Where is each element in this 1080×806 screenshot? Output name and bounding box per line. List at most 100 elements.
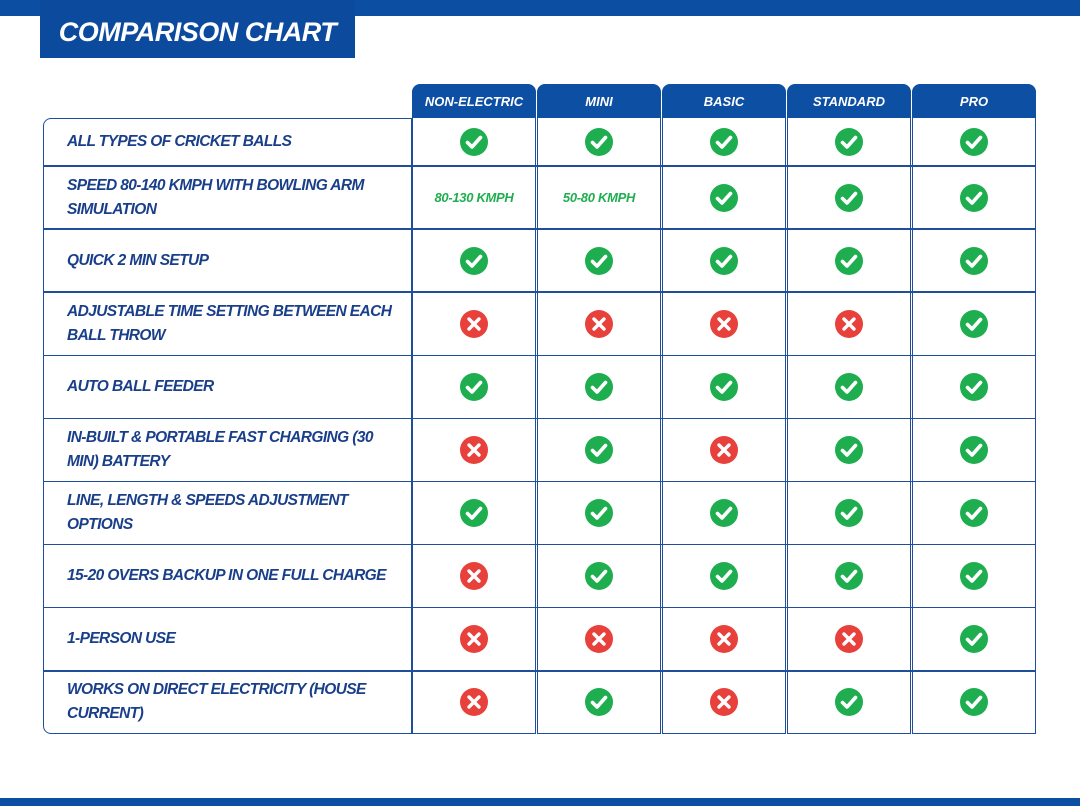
status-cell bbox=[787, 608, 911, 671]
row-divider bbox=[43, 480, 1036, 483]
feature-label: 1-PERSON USE bbox=[67, 630, 176, 648]
value-cell: 50-80 KMPH bbox=[562, 190, 636, 206]
check-icon bbox=[960, 688, 988, 717]
row-divider bbox=[43, 543, 1036, 546]
row-divider bbox=[43, 606, 1036, 609]
status-cell bbox=[537, 545, 661, 608]
row-divider bbox=[43, 228, 1036, 230]
check-icon bbox=[585, 499, 613, 528]
check-icon bbox=[585, 246, 613, 275]
check-icon bbox=[835, 499, 863, 528]
feature-label: ALL TYPES OF CRICKET BALLS bbox=[67, 133, 292, 150]
cross-icon bbox=[710, 688, 738, 717]
column-header: MINI bbox=[537, 84, 661, 118]
status-cell bbox=[662, 418, 786, 481]
cross-icon bbox=[460, 309, 488, 338]
feature-label: IN-BUILT & PORTABLE FAST CHARGING (30 MI… bbox=[67, 428, 373, 470]
check-icon bbox=[835, 435, 863, 464]
column-box bbox=[787, 118, 911, 734]
status-cell bbox=[662, 482, 786, 545]
check-icon bbox=[585, 688, 613, 717]
status-cell bbox=[912, 166, 1036, 229]
status-cell bbox=[412, 608, 536, 671]
status-cell bbox=[912, 118, 1036, 166]
feature-label: QUICK 2 MIN SETUP bbox=[67, 251, 209, 269]
cross-icon bbox=[585, 309, 613, 338]
check-icon bbox=[835, 562, 863, 591]
check-icon bbox=[710, 128, 738, 156]
check-icon bbox=[960, 246, 988, 275]
status-cell bbox=[537, 292, 661, 355]
row-divider bbox=[43, 670, 1036, 672]
column-box bbox=[412, 118, 536, 734]
feature-label: SPEED 80-140 KMPH WITH BOWLING ARM SIMUL… bbox=[67, 176, 364, 218]
column-header: BASIC bbox=[662, 84, 786, 118]
status-cell bbox=[412, 292, 536, 355]
row-divider bbox=[43, 417, 1036, 420]
status-cell bbox=[412, 118, 536, 166]
status-cell bbox=[412, 482, 536, 545]
check-icon bbox=[710, 499, 738, 528]
cross-icon bbox=[835, 625, 863, 654]
column-box bbox=[537, 118, 661, 734]
status-cell bbox=[412, 418, 536, 481]
check-icon bbox=[960, 128, 988, 156]
row-divider bbox=[43, 354, 1036, 357]
status-cell bbox=[537, 418, 661, 481]
status-cell bbox=[912, 482, 1036, 545]
status-cell bbox=[912, 418, 1036, 481]
status-cell bbox=[787, 355, 911, 418]
status-cell bbox=[537, 608, 661, 671]
status-cell bbox=[537, 118, 661, 166]
value-cell: 80-130 KMPH bbox=[434, 190, 514, 206]
column-box bbox=[662, 118, 786, 734]
feature-label: WORKS ON DIRECT ELECTRICITY (HOUSE CURRE… bbox=[67, 681, 366, 723]
cross-icon bbox=[710, 309, 738, 338]
check-icon bbox=[460, 499, 488, 528]
check-icon bbox=[585, 562, 613, 591]
check-icon bbox=[960, 499, 988, 528]
check-icon bbox=[585, 128, 613, 156]
title-box: COMPARISON CHART bbox=[40, 0, 355, 58]
check-icon bbox=[460, 372, 488, 401]
status-cell bbox=[787, 671, 911, 734]
check-icon bbox=[710, 372, 738, 401]
check-icon bbox=[585, 435, 613, 464]
status-cell bbox=[412, 355, 536, 418]
feature-label: 15-20 OVERS BACKUP IN ONE FULL CHARGE bbox=[67, 567, 386, 585]
column-box bbox=[912, 118, 1036, 734]
check-icon bbox=[835, 183, 863, 212]
status-cell bbox=[412, 671, 536, 734]
feature-label: LINE, LENGTH & SPEEDS ADJUSTMENT OPTIONS bbox=[67, 492, 348, 534]
status-cell bbox=[662, 608, 786, 671]
cross-icon bbox=[460, 562, 488, 591]
status-cell bbox=[537, 355, 661, 418]
status-cell bbox=[912, 355, 1036, 418]
bottom-bar bbox=[0, 798, 1080, 806]
status-cell bbox=[787, 166, 911, 229]
status-cell bbox=[787, 545, 911, 608]
check-icon bbox=[835, 372, 863, 401]
check-icon bbox=[460, 128, 488, 156]
status-cell bbox=[662, 545, 786, 608]
status-cell bbox=[537, 671, 661, 734]
status-cell bbox=[662, 355, 786, 418]
row-divider bbox=[43, 291, 1036, 293]
status-cell bbox=[787, 418, 911, 481]
check-icon bbox=[710, 562, 738, 591]
check-icon bbox=[960, 562, 988, 591]
status-cell bbox=[787, 229, 911, 292]
status-cell bbox=[662, 166, 786, 229]
status-cell bbox=[412, 229, 536, 292]
check-icon bbox=[710, 246, 738, 275]
status-cell bbox=[912, 671, 1036, 734]
check-icon bbox=[460, 246, 488, 275]
status-cell bbox=[662, 671, 786, 734]
status-cell bbox=[662, 229, 786, 292]
status-cell bbox=[912, 229, 1036, 292]
status-cell bbox=[787, 292, 911, 355]
check-icon bbox=[960, 435, 988, 464]
cross-icon bbox=[585, 625, 613, 654]
cross-icon bbox=[710, 625, 738, 654]
